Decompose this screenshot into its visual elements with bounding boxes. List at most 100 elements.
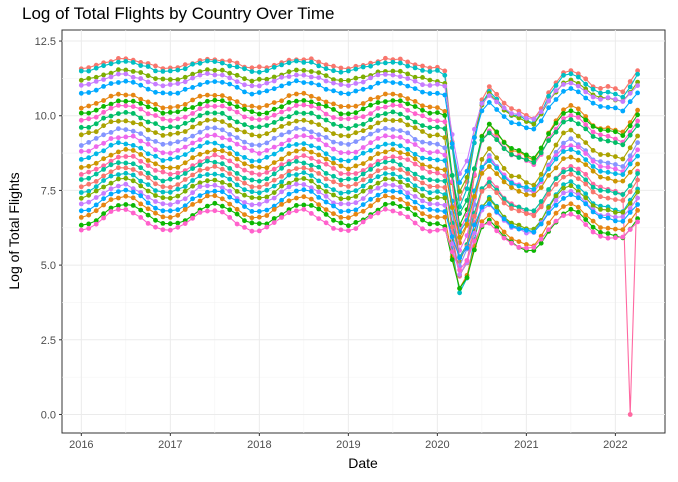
data-point xyxy=(368,111,373,116)
data-point xyxy=(308,167,314,173)
data-point xyxy=(531,126,537,132)
data-point xyxy=(323,103,329,109)
data-point xyxy=(397,134,403,140)
data-point xyxy=(501,175,507,181)
data-point xyxy=(101,178,106,183)
data-point xyxy=(598,137,603,142)
data-point xyxy=(316,105,322,111)
data-point xyxy=(294,72,299,78)
data-point xyxy=(331,121,336,127)
data-point xyxy=(435,189,440,194)
data-point xyxy=(583,171,589,177)
data-point xyxy=(145,79,151,85)
data-point xyxy=(264,115,270,121)
data-point xyxy=(160,227,166,233)
data-point xyxy=(197,106,203,112)
data-point xyxy=(234,104,240,109)
data-point xyxy=(167,141,173,146)
data-point xyxy=(457,189,462,194)
data-point xyxy=(264,224,270,230)
data-point xyxy=(427,140,433,146)
data-point xyxy=(294,166,299,172)
data-point xyxy=(412,187,418,193)
data-point xyxy=(116,111,121,116)
data-point xyxy=(308,189,314,194)
data-point xyxy=(509,111,514,116)
data-point xyxy=(301,146,307,152)
data-point xyxy=(590,164,596,169)
data-point xyxy=(271,127,277,133)
data-point xyxy=(279,124,284,129)
data-point xyxy=(346,166,351,172)
data-point xyxy=(108,158,114,164)
data-point xyxy=(494,209,500,215)
data-point xyxy=(242,212,247,218)
data-point xyxy=(301,182,307,187)
data-point xyxy=(308,59,314,65)
data-point xyxy=(568,147,574,152)
data-point xyxy=(323,78,329,84)
data-point xyxy=(205,178,210,184)
data-point xyxy=(390,141,396,147)
data-point xyxy=(145,188,151,194)
data-point xyxy=(353,149,359,155)
data-point xyxy=(308,93,314,99)
data-point xyxy=(175,124,181,130)
data-point xyxy=(472,238,477,244)
data-point xyxy=(294,172,299,178)
data-point xyxy=(613,154,618,160)
data-point xyxy=(501,100,507,106)
data-point xyxy=(160,125,166,131)
data-point xyxy=(242,66,247,72)
data-point xyxy=(86,226,92,231)
data-point xyxy=(494,129,500,135)
data-point xyxy=(153,130,158,136)
data-point xyxy=(78,77,84,83)
x-tick-label: 2018 xyxy=(247,439,271,451)
data-point xyxy=(86,212,92,218)
data-point xyxy=(294,208,299,214)
data-point xyxy=(153,81,158,87)
data-point xyxy=(256,190,262,196)
data-point xyxy=(331,217,336,223)
data-point xyxy=(435,132,440,138)
data-point xyxy=(635,189,640,195)
data-point xyxy=(160,164,166,170)
data-point xyxy=(130,128,136,134)
data-point xyxy=(264,207,270,213)
data-point xyxy=(331,115,336,120)
data-point xyxy=(605,176,611,181)
data-point xyxy=(561,156,566,162)
data-point xyxy=(397,184,403,190)
data-point xyxy=(598,168,603,174)
data-point xyxy=(294,58,299,64)
data-point xyxy=(331,156,336,161)
data-point xyxy=(435,221,440,227)
data-point xyxy=(590,224,596,230)
data-point xyxy=(264,76,270,82)
data-point xyxy=(375,168,381,174)
data-point xyxy=(167,227,173,233)
data-point xyxy=(316,63,322,69)
data-point xyxy=(264,88,270,94)
data-point xyxy=(516,188,522,194)
data-point xyxy=(316,59,322,65)
data-point xyxy=(524,119,529,124)
data-point xyxy=(264,148,270,153)
data-point xyxy=(264,110,270,116)
data-point xyxy=(130,148,136,153)
data-point xyxy=(308,80,314,86)
data-point xyxy=(442,135,448,141)
data-point xyxy=(167,156,173,162)
data-point xyxy=(405,190,411,196)
data-point xyxy=(227,171,233,177)
data-point xyxy=(412,220,418,226)
data-point xyxy=(368,140,373,146)
data-point xyxy=(123,92,129,98)
data-point xyxy=(256,124,262,130)
data-point xyxy=(509,223,514,229)
data-point xyxy=(420,180,425,186)
data-point xyxy=(427,177,433,183)
data-point xyxy=(390,91,396,97)
data-point xyxy=(620,172,626,178)
